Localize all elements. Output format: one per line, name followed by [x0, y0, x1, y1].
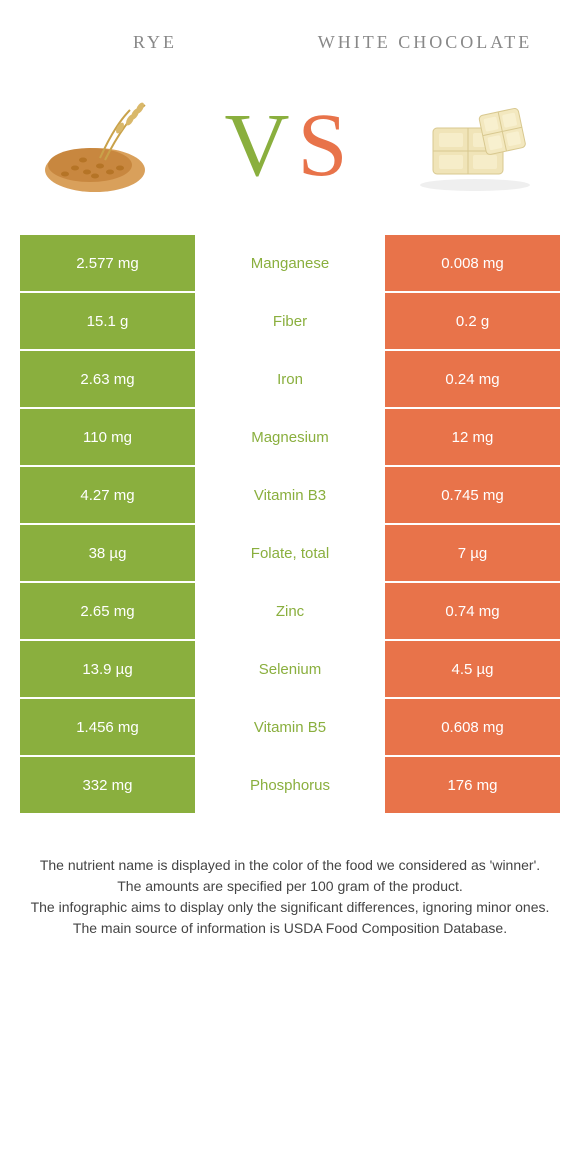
table-row: 1.456 mgVitamin B50.608 mg [20, 699, 560, 755]
footer-line: The infographic aims to display only the… [30, 897, 550, 918]
nutrient-name: Phosphorus [195, 757, 385, 813]
vs-letter-v: V [224, 94, 297, 197]
table-row: 2.577 mgManganese0.008 mg [20, 235, 560, 291]
vs-label: VS [224, 94, 355, 197]
nutrient-table: 2.577 mgManganese0.008 mg15.1 gFiber0.2 … [0, 235, 580, 813]
value-left: 332 mg [20, 757, 195, 813]
nutrient-name: Vitamin B5 [195, 699, 385, 755]
nutrient-name: Selenium [195, 641, 385, 697]
food-title-left: Rye [20, 30, 290, 55]
footer-line: The nutrient name is displayed in the co… [30, 855, 550, 876]
nutrient-name: Zinc [195, 583, 385, 639]
nutrient-name: Manganese [195, 235, 385, 291]
value-left: 38 µg [20, 525, 195, 581]
table-row: 2.63 mgIron0.24 mg [20, 351, 560, 407]
header-row: Rye White chocolate [0, 0, 580, 65]
value-right: 0.008 mg [385, 235, 560, 291]
value-left: 110 mg [20, 409, 195, 465]
vs-row: VS [0, 65, 580, 235]
table-row: 332 mgPhosphorus176 mg [20, 757, 560, 813]
value-right: 4.5 µg [385, 641, 560, 697]
footer-line: The amounts are specified per 100 gram o… [30, 876, 550, 897]
table-row: 15.1 gFiber0.2 g [20, 293, 560, 349]
value-left: 2.577 mg [20, 235, 195, 291]
value-right: 0.745 mg [385, 467, 560, 523]
value-right: 0.608 mg [385, 699, 560, 755]
value-right: 0.74 mg [385, 583, 560, 639]
value-left: 13.9 µg [20, 641, 195, 697]
food-image-left [30, 85, 180, 205]
value-right: 0.2 g [385, 293, 560, 349]
nutrient-name: Iron [195, 351, 385, 407]
rye-grain-icon [35, 90, 175, 200]
white-chocolate-icon [405, 90, 545, 200]
footer-notes: The nutrient name is displayed in the co… [0, 815, 580, 959]
value-left: 1.456 mg [20, 699, 195, 755]
nutrient-name: Fiber [195, 293, 385, 349]
food-title-right: White chocolate [290, 30, 560, 55]
table-row: 2.65 mgZinc0.74 mg [20, 583, 560, 639]
value-right: 12 mg [385, 409, 560, 465]
value-left: 15.1 g [20, 293, 195, 349]
value-right: 176 mg [385, 757, 560, 813]
nutrient-name: Magnesium [195, 409, 385, 465]
value-right: 7 µg [385, 525, 560, 581]
table-row: 13.9 µgSelenium4.5 µg [20, 641, 560, 697]
value-left: 2.63 mg [20, 351, 195, 407]
nutrient-name: Vitamin B3 [195, 467, 385, 523]
nutrient-name: Folate, total [195, 525, 385, 581]
value-left: 2.65 mg [20, 583, 195, 639]
value-right: 0.24 mg [385, 351, 560, 407]
food-image-right [400, 85, 550, 205]
vs-letter-s: S [297, 94, 355, 197]
table-row: 110 mgMagnesium12 mg [20, 409, 560, 465]
table-row: 38 µgFolate, total7 µg [20, 525, 560, 581]
table-row: 4.27 mgVitamin B30.745 mg [20, 467, 560, 523]
value-left: 4.27 mg [20, 467, 195, 523]
footer-line: The main source of information is USDA F… [30, 918, 550, 939]
